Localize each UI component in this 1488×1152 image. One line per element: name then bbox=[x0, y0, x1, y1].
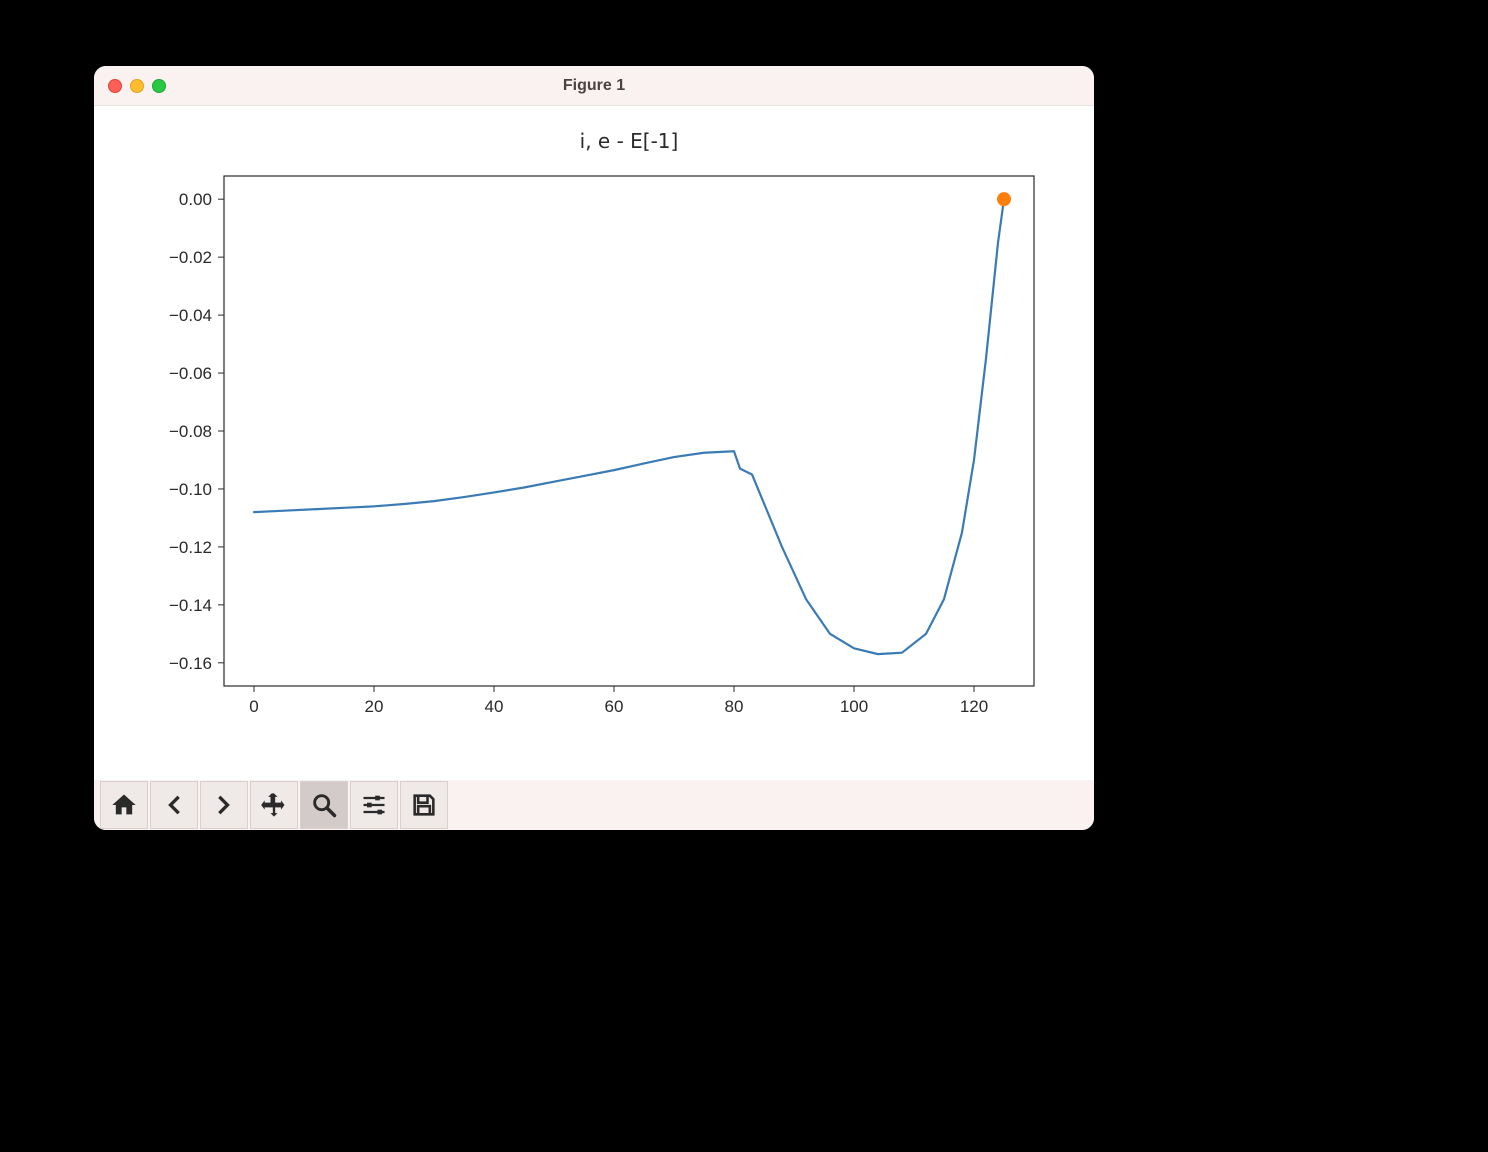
save-icon bbox=[410, 791, 438, 819]
svg-text:−0.16: −0.16 bbox=[169, 654, 212, 673]
plot-area[interactable]: i, e - E[-1] 0 20 40 60 80 100 120 0.00 −0.02 −0.0… bbox=[94, 106, 1094, 780]
svg-text:−0.08: −0.08 bbox=[169, 422, 212, 441]
maximize-icon[interactable] bbox=[152, 79, 166, 93]
zoom-button[interactable] bbox=[300, 781, 348, 829]
window-title: Figure 1 bbox=[94, 77, 1094, 95]
svg-text:0.00: 0.00 bbox=[179, 190, 212, 209]
sliders-icon bbox=[360, 791, 388, 819]
move-icon bbox=[260, 791, 288, 819]
arrow-right-icon bbox=[210, 791, 238, 819]
svg-text:−0.04: −0.04 bbox=[169, 306, 212, 325]
minimize-icon[interactable] bbox=[130, 79, 144, 93]
svg-text:20: 20 bbox=[365, 697, 384, 716]
back-button[interactable] bbox=[150, 781, 198, 829]
pan-button[interactable] bbox=[250, 781, 298, 829]
figure-window: Figure 1 i, e - E[-1] 0 20 40 60 80 100 120 0.00… bbox=[94, 66, 1094, 830]
svg-text:−0.12: −0.12 bbox=[169, 538, 212, 557]
configure-button[interactable] bbox=[350, 781, 398, 829]
save-button[interactable] bbox=[400, 781, 448, 829]
zoom-icon bbox=[310, 791, 338, 819]
window-controls bbox=[108, 79, 166, 93]
close-icon[interactable] bbox=[108, 79, 122, 93]
svg-text:−0.02: −0.02 bbox=[169, 248, 212, 267]
svg-text:80: 80 bbox=[725, 697, 744, 716]
chart-svg: i, e - E[-1] 0 20 40 60 80 100 120 0.00 −0.02 −0.0… bbox=[94, 106, 1094, 780]
arrow-left-icon bbox=[160, 791, 188, 819]
svg-text:100: 100 bbox=[840, 697, 868, 716]
svg-text:120: 120 bbox=[960, 697, 988, 716]
home-button[interactable] bbox=[100, 781, 148, 829]
svg-text:i, e - E[-1]: i, e - E[-1] bbox=[580, 129, 679, 153]
svg-text:40: 40 bbox=[485, 697, 504, 716]
svg-text:−0.14: −0.14 bbox=[169, 596, 212, 615]
forward-button[interactable] bbox=[200, 781, 248, 829]
titlebar: Figure 1 bbox=[94, 66, 1094, 106]
matplotlib-toolbar bbox=[94, 780, 1094, 830]
svg-text:−0.10: −0.10 bbox=[169, 480, 212, 499]
home-icon bbox=[110, 791, 138, 819]
svg-text:0: 0 bbox=[249, 697, 258, 716]
svg-text:60: 60 bbox=[605, 697, 624, 716]
svg-text:−0.06: −0.06 bbox=[169, 364, 212, 383]
